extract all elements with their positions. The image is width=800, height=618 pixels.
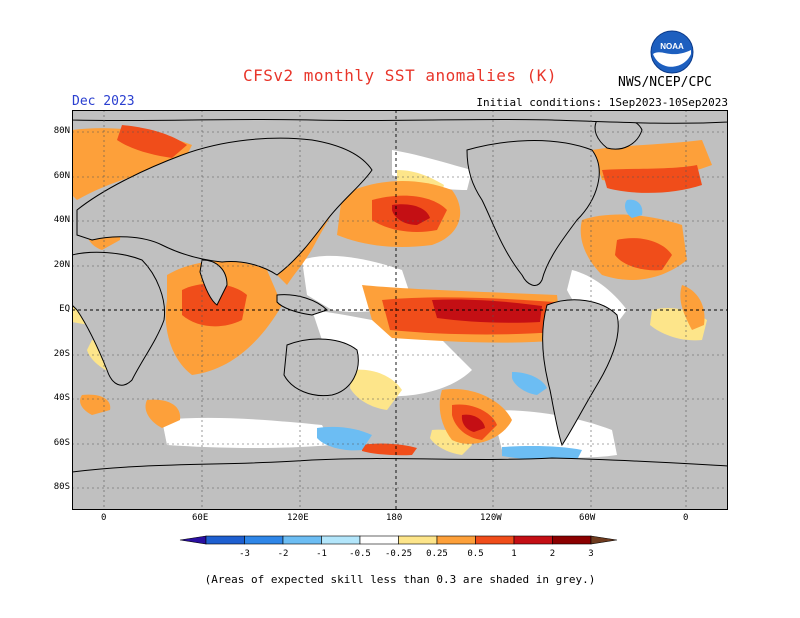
initial-conditions: Initial conditions: 1Sep2023-10Sep2023 <box>476 96 728 109</box>
arctic-land <box>72 110 728 124</box>
lon-label: 120W <box>480 513 502 523</box>
lat-label: 60N <box>53 171 70 181</box>
agency-label: NWS/NCEP/CPC <box>618 75 712 90</box>
lon-label: 0 <box>683 513 689 523</box>
lon-label: 60E <box>192 513 209 523</box>
colorbar-swatch <box>244 535 284 545</box>
colorbar-swatch <box>513 535 553 545</box>
colorbar-swatch <box>321 535 361 545</box>
lon-labels: 0 60E 120E 180 120W 60W 0 <box>72 513 728 527</box>
colorbar-tick-label: 0.5 <box>467 549 483 559</box>
colorbar: -3 -2 -1 -0.5 -0.25 0.25 0.5 1 2 3 <box>179 535 618 559</box>
colorbar-tick-label: -0.5 <box>349 549 371 559</box>
lat-label: 20N <box>53 260 70 270</box>
colorbar-swatch <box>282 535 322 545</box>
lat-label: 60S <box>53 438 70 448</box>
colorbar-tick-label: -2 <box>278 549 289 559</box>
lat-labels: 80N 60N 40N 20N EQ 20S 40S 60S 80S <box>44 110 70 510</box>
africa-landmass <box>72 251 166 386</box>
north-america-landmass <box>466 140 600 286</box>
skill-footnote: (Areas of expected skill less than 0.3 a… <box>204 573 596 586</box>
sst-anomaly-map <box>72 110 728 510</box>
lat-label: 80S <box>53 482 70 492</box>
lat-label: EQ <box>59 304 70 314</box>
colorbar-swatch <box>590 535 618 545</box>
antarctica-landmass <box>72 457 728 510</box>
colorbar-tick-label: 1 <box>511 549 516 559</box>
colorbar-tick-label: -3 <box>239 549 250 559</box>
colorbar-tick-label: 2 <box>550 549 555 559</box>
colorbar-tick-labels: -3 -2 -1 -0.5 -0.25 0.25 0.5 1 2 3 <box>239 549 594 559</box>
lon-label: 120E <box>287 513 309 523</box>
very-strong-warm-anomaly-areas <box>392 204 542 432</box>
india-landmass <box>199 259 228 306</box>
colorbar-tick-label: 3 <box>588 549 593 559</box>
lon-label: 60W <box>579 513 596 523</box>
forecast-month: Dec 2023 <box>72 94 135 109</box>
lat-label: 40S <box>53 393 70 403</box>
colorbar-swatch <box>552 535 592 545</box>
reference-lines <box>72 110 728 510</box>
colorbar-swatch <box>205 535 245 545</box>
colorbar-swatch <box>359 535 399 545</box>
noaa-logo-text: NOAA <box>660 42 684 51</box>
colorbar-swatch <box>475 535 515 545</box>
colorbar-tick-label: -0.25 <box>385 549 412 559</box>
australia-landmass <box>283 338 359 397</box>
lat-label: 20S <box>53 349 70 359</box>
colorbar-swatch <box>179 535 207 545</box>
colorbar-swatch <box>398 535 438 545</box>
noaa-logo: NOAA <box>650 30 694 74</box>
eurasia-landmass <box>76 137 373 276</box>
lat-label: 40N <box>53 215 70 225</box>
colorbar-tick-label: 0.25 <box>426 549 448 559</box>
lat-label: 80N <box>53 126 70 136</box>
colorbar-swatches <box>179 535 618 545</box>
map-frame <box>72 110 728 510</box>
lon-label: 180 <box>386 513 403 523</box>
south-america-landmass <box>542 299 619 447</box>
lon-label: 0 <box>101 513 107 523</box>
colorbar-tick-label: -1 <box>316 549 327 559</box>
chart-title: CFSv2 monthly SST anomalies (K) <box>242 66 558 85</box>
continents <box>72 110 728 510</box>
colorbar-swatch <box>436 535 476 545</box>
